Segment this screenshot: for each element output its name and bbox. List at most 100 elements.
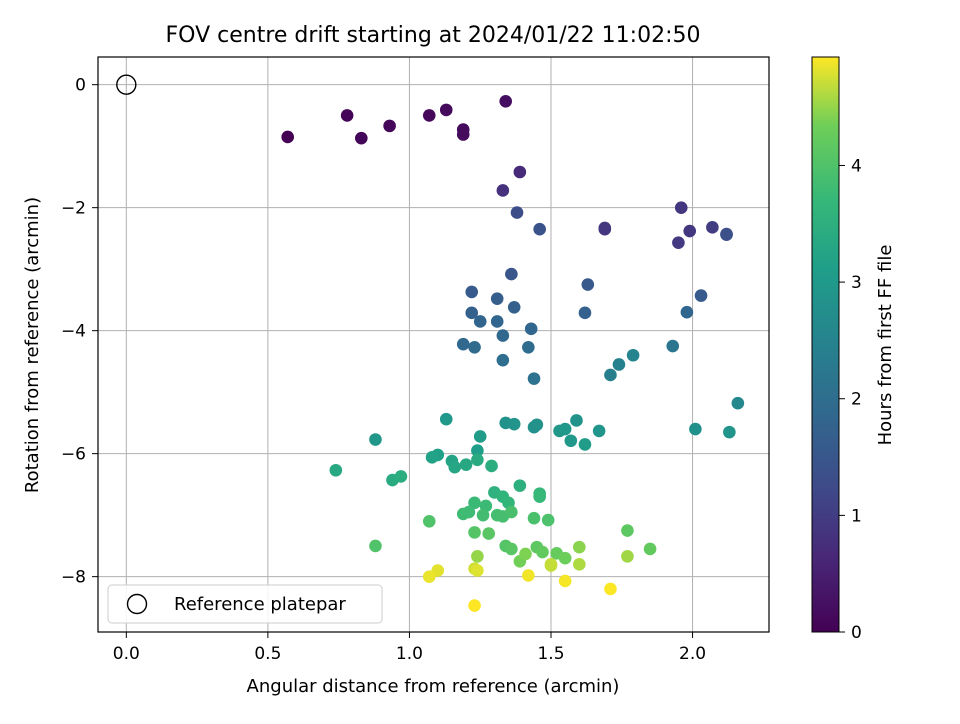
data-point xyxy=(422,515,436,528)
data-point xyxy=(522,340,535,354)
data-point xyxy=(643,542,657,556)
data-point xyxy=(573,558,586,571)
legend-reference-label: Reference platepar xyxy=(174,594,346,615)
data-point xyxy=(422,109,436,122)
data-point xyxy=(680,305,694,319)
data-points xyxy=(281,94,745,612)
data-point xyxy=(496,329,510,342)
colorbar-label: Hours from first FF file xyxy=(875,245,896,446)
data-point xyxy=(564,434,578,448)
data-point xyxy=(621,524,634,537)
data-point xyxy=(694,289,708,302)
plot-frame xyxy=(97,56,770,633)
data-point xyxy=(468,496,481,510)
data-point xyxy=(558,422,572,436)
data-point xyxy=(340,109,354,122)
data-point xyxy=(505,267,518,281)
data-point xyxy=(578,306,592,320)
x-tick-label: 0.5 xyxy=(254,644,281,664)
reference-platepar-marker xyxy=(116,74,137,95)
y-tick-label: −8 xyxy=(61,568,86,588)
data-point xyxy=(612,358,626,371)
data-point xyxy=(473,430,487,443)
data-point xyxy=(513,165,527,179)
data-point xyxy=(666,339,680,353)
data-point xyxy=(465,306,479,320)
data-point xyxy=(468,599,481,612)
y-tick-label: −4 xyxy=(61,322,86,342)
data-point xyxy=(471,453,484,467)
data-point xyxy=(533,222,546,236)
data-point xyxy=(465,285,479,299)
data-point xyxy=(731,396,745,410)
x-tick-label: 1.5 xyxy=(537,644,564,664)
data-point xyxy=(505,542,518,556)
data-point xyxy=(558,551,572,565)
data-point xyxy=(598,221,612,235)
data-point xyxy=(439,412,453,426)
data-point xyxy=(524,322,538,336)
colorbar-ticks: 0 1 2 3 4 xyxy=(839,156,862,643)
data-point xyxy=(720,228,733,242)
data-point xyxy=(513,479,527,492)
data-point xyxy=(425,451,439,464)
data-point xyxy=(456,128,470,141)
data-point xyxy=(355,131,368,145)
y-axis-label: Rotation from reference (arcmin) xyxy=(22,197,43,493)
y-tick-label: −6 xyxy=(61,445,86,465)
data-point xyxy=(541,513,555,527)
data-point xyxy=(604,368,617,382)
data-point xyxy=(281,130,294,144)
data-point xyxy=(674,201,688,214)
chart-title: FOV centre drift starting at 2024/01/22 … xyxy=(166,23,701,48)
data-point xyxy=(536,545,549,559)
data-point xyxy=(621,550,634,563)
data-point xyxy=(383,119,396,133)
data-point xyxy=(468,526,481,539)
data-point xyxy=(626,348,640,362)
data-point xyxy=(471,550,484,563)
legend-box xyxy=(107,584,383,624)
data-point xyxy=(527,372,541,385)
data-point xyxy=(490,315,504,328)
data-point xyxy=(604,582,617,596)
data-point xyxy=(439,103,453,117)
y-axis-ticks: 0 −2 −4 −6 −8 xyxy=(61,76,98,588)
data-point xyxy=(496,353,510,367)
data-point xyxy=(471,444,484,457)
data-point xyxy=(672,236,685,250)
data-point xyxy=(592,424,606,438)
colorbar-tick-label: 3 xyxy=(851,273,862,293)
data-point xyxy=(505,505,518,519)
data-point xyxy=(329,463,343,477)
data-point xyxy=(482,527,496,540)
colorbar: 0 1 2 3 4 Hours from first FF file xyxy=(811,56,896,643)
colorbar-tick-label: 2 xyxy=(851,390,862,410)
data-point xyxy=(507,417,521,431)
data-point xyxy=(459,458,473,472)
colorbar-tick-label: 4 xyxy=(851,156,862,176)
data-point xyxy=(689,422,702,436)
y-tick-label: 0 xyxy=(75,76,86,96)
x-tick-label: 2.0 xyxy=(679,644,706,664)
data-point xyxy=(499,94,512,108)
x-tick-label: 1.0 xyxy=(396,644,423,664)
data-point xyxy=(476,508,490,522)
data-point xyxy=(468,340,481,354)
data-point xyxy=(490,292,504,305)
data-point xyxy=(530,418,544,432)
data-point xyxy=(394,470,408,483)
colorbar-tick-label: 1 xyxy=(851,506,862,526)
data-point xyxy=(581,278,595,291)
data-point xyxy=(533,490,546,504)
x-tick-label: 0.0 xyxy=(113,644,140,664)
legend: Reference platepar xyxy=(107,584,383,624)
data-point xyxy=(448,460,462,474)
data-point xyxy=(723,425,736,439)
data-point xyxy=(369,433,382,446)
y-tick-label: −2 xyxy=(61,199,86,219)
data-point xyxy=(473,315,487,328)
data-point xyxy=(578,438,592,451)
data-point xyxy=(507,300,521,314)
